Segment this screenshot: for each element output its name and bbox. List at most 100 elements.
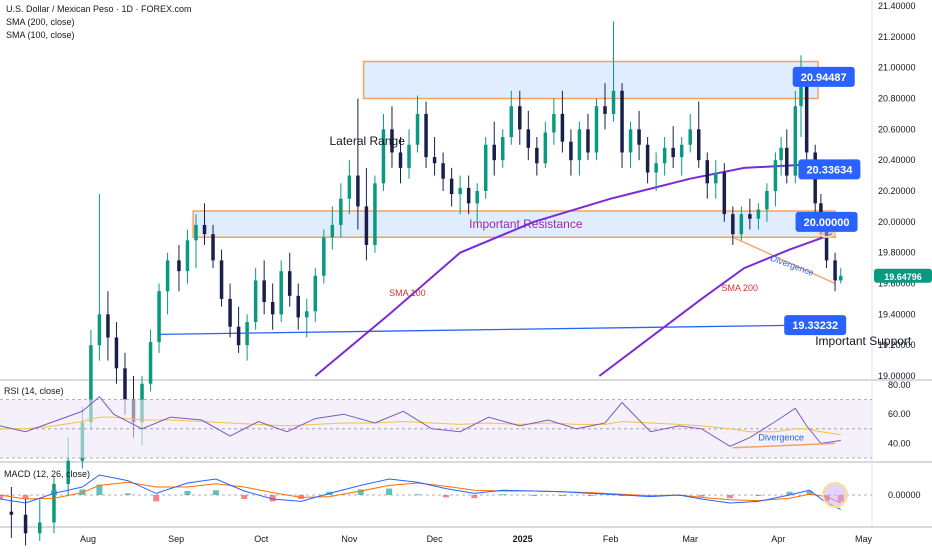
candle-body (739, 214, 744, 235)
candle-body (313, 275, 318, 312)
candle-body (390, 129, 394, 153)
macd-histogram-bar (806, 491, 813, 495)
candle-body (148, 342, 153, 384)
price-tick-label: 20.40000 (878, 155, 916, 165)
candle-body (793, 106, 798, 176)
candle-body (586, 129, 590, 153)
macd-title: MACD (12, 26, close) (4, 469, 91, 479)
macd-histogram-bar (786, 491, 793, 495)
annotation-text: Lateral Range (329, 134, 405, 148)
candle-body (773, 160, 778, 191)
annotation-text: Divergence (769, 253, 815, 278)
zone-rect (362, 60, 819, 100)
macd-histogram-bar (559, 495, 566, 496)
price-tag-box (795, 211, 858, 232)
candle-body (560, 113, 565, 142)
candle-body (339, 198, 343, 225)
candle-body (779, 147, 783, 161)
candle-body (177, 260, 181, 272)
candle-body (756, 209, 761, 219)
chart-title: U.S. Dollar / Mexican Peso · 1D · FOREX.… (6, 4, 192, 14)
candle-body (202, 224, 207, 235)
candle-body (270, 302, 275, 315)
candle-body (500, 137, 505, 161)
candle-body (347, 175, 352, 199)
rsi-ma-line (0, 416, 841, 436)
candle-body (9, 511, 14, 515)
macd-histogram-bar (153, 495, 160, 502)
macd-histogram-bar (530, 495, 537, 496)
macd-histogram-bar (50, 490, 57, 495)
candle-body (671, 147, 675, 158)
price-tag-label: 20.33634 (806, 164, 853, 176)
candle-body (722, 172, 727, 215)
candle-body (245, 322, 249, 346)
price-tag-box (792, 66, 855, 87)
candle-body (804, 86, 809, 153)
candle-body (799, 86, 803, 107)
macd-histogram-bar (269, 495, 276, 502)
annotation-text: SMA 200 (721, 283, 758, 293)
macd-histogram-bar (22, 495, 29, 499)
price-tick-label: 19.00000 (878, 371, 916, 381)
candle-body (637, 129, 641, 145)
macd-histogram-bar (124, 493, 131, 495)
price-tick-label: 19.80000 (878, 248, 916, 258)
candle-body (432, 157, 437, 164)
macd-histogram-bar (755, 495, 762, 496)
x-axis-label: Oct (254, 534, 269, 544)
candle-body (322, 237, 326, 276)
rsi-divergence-line (732, 442, 836, 449)
rsi-tick-label: 60.00 (888, 409, 911, 419)
candle-body (833, 260, 837, 281)
macd-histogram-bar (357, 489, 364, 495)
candle-body (441, 163, 445, 179)
candle-body (696, 129, 701, 161)
candle-body (765, 191, 769, 210)
candle-body (236, 326, 241, 346)
x-axis-label: May (855, 534, 873, 544)
price-tag-label: 20.94487 (801, 72, 847, 84)
candle-body (785, 147, 789, 176)
candle-body (89, 345, 93, 423)
candle-body (543, 132, 548, 164)
x-axis-label: Dec (427, 534, 444, 544)
candle-body (97, 314, 102, 346)
annotation-text: Important Support (815, 334, 912, 348)
x-axis-label: 2025 (513, 534, 533, 544)
macd-histogram-bar (0, 495, 3, 499)
candle-body (228, 298, 232, 327)
price-tag-box (798, 159, 861, 180)
x-axis-label: Nov (341, 534, 358, 544)
macd-histogram-bar (414, 494, 421, 496)
candle-body (123, 368, 127, 400)
price-tick-label: 19.60000 (878, 279, 916, 289)
macd-histogram-bar (96, 484, 103, 495)
candle-body (305, 311, 309, 318)
price-tick-label: 21.00000 (878, 63, 916, 73)
trendline-divergence (732, 236, 836, 285)
price-tag-label: 19.33232 (792, 320, 838, 332)
price-tag-box (874, 268, 932, 283)
price-tick-label: 21.40000 (878, 1, 916, 11)
candle-body (165, 260, 170, 292)
candle-body (52, 483, 56, 523)
macd-histogram-bar (386, 488, 393, 495)
candle-body (211, 234, 215, 261)
x-axis-label: Aug (80, 534, 96, 544)
candle-body (628, 129, 633, 153)
macd-histogram-bar (241, 495, 248, 499)
candle-body (106, 314, 110, 338)
candle-body (407, 144, 411, 168)
macd-tick-label: 0.00000 (888, 490, 921, 500)
candle-body (483, 144, 488, 191)
candle-body (449, 178, 454, 195)
macd-histogram-bar (726, 495, 733, 499)
candle-body (654, 163, 658, 173)
candle-body (466, 187, 471, 204)
macd-line (0, 474, 841, 510)
macd-histogram-bar (442, 495, 449, 498)
macd-histogram-bar (499, 494, 506, 496)
candle-body (287, 271, 292, 296)
